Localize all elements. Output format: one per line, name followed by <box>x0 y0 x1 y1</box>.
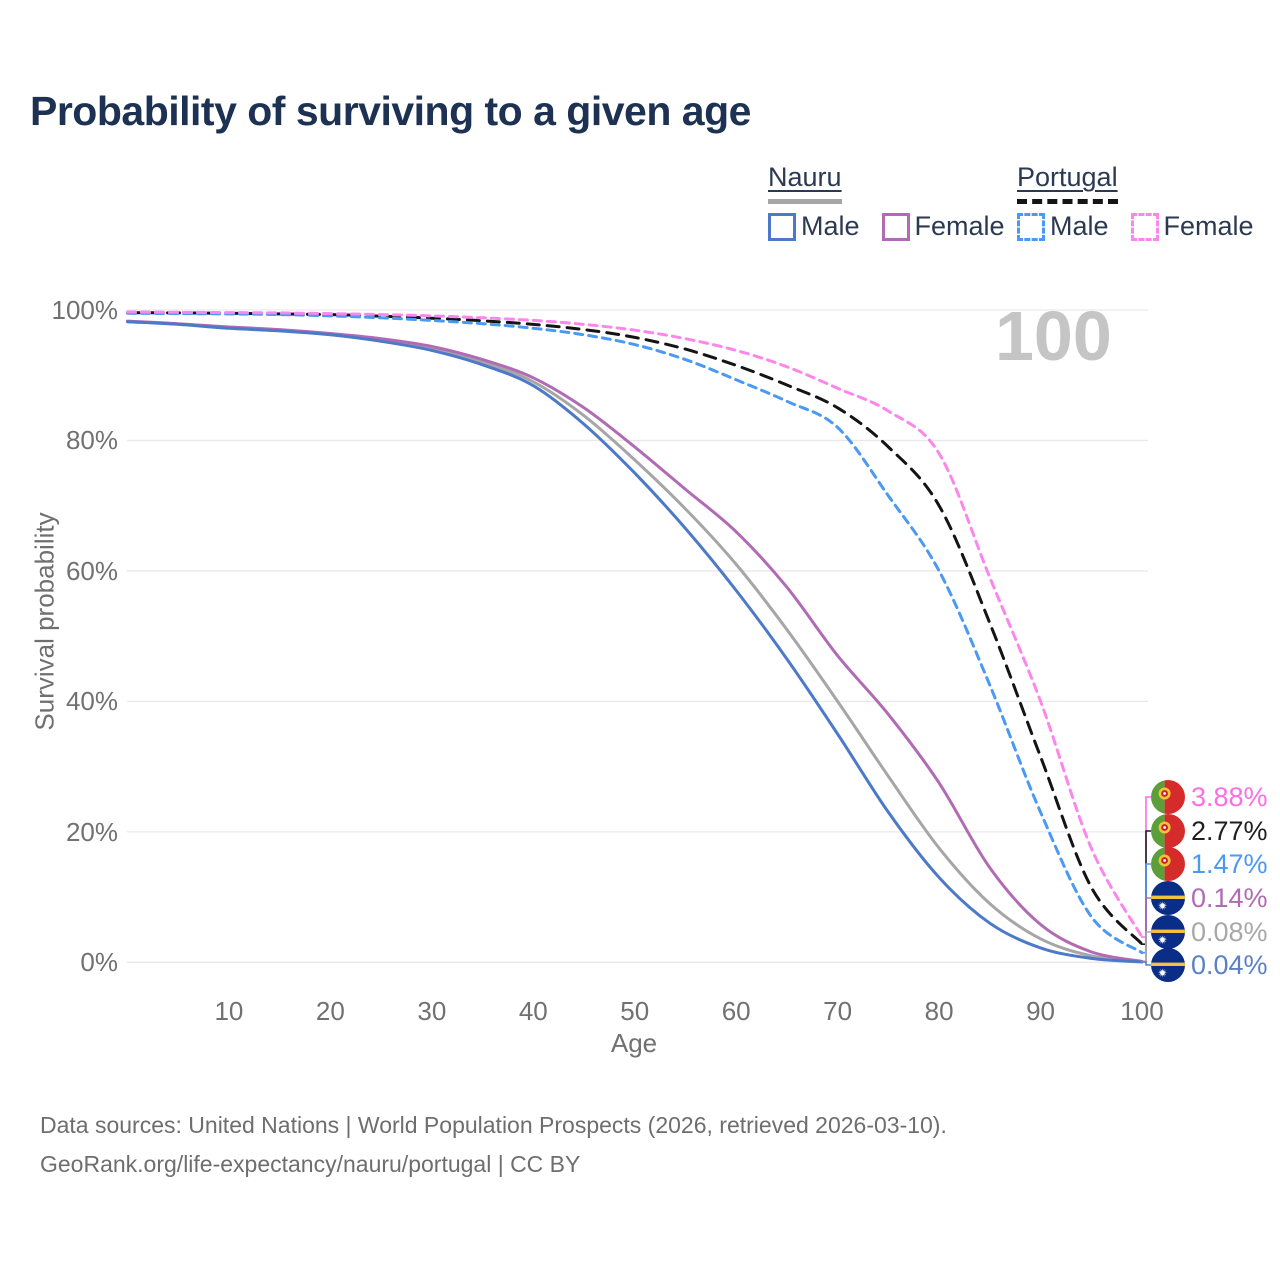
footer-link: GeoRank.org/life-expectancy/nauru/portug… <box>40 1151 581 1177</box>
page-title: Probability of surviving to a given age <box>30 88 751 134</box>
footer-sources: Data sources: United Nations | World Pop… <box>40 1112 947 1138</box>
end-label-value: 3.88% <box>1191 781 1268 812</box>
nauru-flag-icon <box>1151 881 1185 915</box>
age-watermark: 100 <box>995 297 1112 375</box>
portugal-male-swatch-icon <box>1017 212 1045 241</box>
footer: Data sources: United Nations | World Pop… <box>40 1106 947 1184</box>
x-tick-label: 50 <box>620 996 650 1026</box>
end-label-nauru_total[interactable]: 0.08% <box>1151 915 1268 949</box>
nauru-female-swatch-icon <box>881 212 910 241</box>
portugal-flag-icon <box>1151 814 1185 848</box>
legend-item-label: Female <box>1163 211 1254 241</box>
y-tick-label: 0% <box>80 947 118 978</box>
series-line-portugal_male[interactable] <box>126 311 1144 955</box>
legend-group-nauru: Nauru Male Female <box>768 162 1005 242</box>
y-tick-label: 20% <box>65 816 118 847</box>
end-label-value: 0.08% <box>1191 916 1268 947</box>
legend-item-label: Female <box>914 211 1005 241</box>
legend-item-portugal-male[interactable]: Male <box>1017 211 1109 242</box>
portugal-flag-icon <box>1151 847 1185 881</box>
series-line-nauru_male[interactable] <box>126 320 1144 964</box>
end-label-value: 2.77% <box>1191 815 1268 846</box>
end-label-value: 0.14% <box>1191 882 1268 913</box>
legend-item-nauru-female[interactable]: Female <box>881 211 1005 242</box>
x-tick-label: 90 <box>1026 996 1055 1026</box>
legend-item-label: Male <box>801 211 860 241</box>
y-tick-label: 40% <box>65 686 118 717</box>
end-label-portugal_female[interactable]: 3.88% <box>1151 780 1268 814</box>
end-label-portugal_total[interactable]: 2.77% <box>1151 814 1268 848</box>
end-label-value: 1.47% <box>1191 848 1268 879</box>
y-tick-label: 100% <box>51 295 119 325</box>
legend-item-portugal-female[interactable]: Female <box>1130 211 1254 242</box>
legend-country-nauru[interactable]: Nauru <box>768 162 842 204</box>
portugal-female-swatch-icon <box>1130 212 1159 241</box>
end-label-nauru_female[interactable]: 0.14% <box>1151 881 1268 915</box>
legend-country-portugal[interactable]: Portugal <box>1017 162 1118 204</box>
x-tick-label: 100 <box>1120 996 1164 1026</box>
portugal-flag-icon <box>1151 780 1185 814</box>
x-axis-title: Age <box>610 1028 658 1058</box>
x-tick-label: 10 <box>214 996 244 1026</box>
end-label-portugal_male[interactable]: 1.47% <box>1151 847 1268 881</box>
nauru-male-swatch-icon <box>768 212 796 241</box>
x-tick-label: 70 <box>823 996 853 1026</box>
nauru-flag-icon <box>1151 948 1185 982</box>
nauru-flag-icon <box>1151 915 1185 949</box>
x-tick-label: 40 <box>518 996 548 1026</box>
x-tick-label: 20 <box>315 996 345 1026</box>
end-label-value: 0.04% <box>1191 949 1268 980</box>
end-label-nauru_male[interactable]: 0.04% <box>1151 948 1268 982</box>
x-tick-label: 80 <box>924 996 954 1026</box>
series-line-portugal_female[interactable] <box>126 310 1144 939</box>
series-line-portugal_total[interactable] <box>126 311 1144 946</box>
legend-item-nauru-male[interactable]: Male <box>768 211 860 242</box>
y-tick-label: 60% <box>65 555 118 586</box>
x-tick-label: 30 <box>417 996 447 1026</box>
label-connector-nauru_male <box>1141 961 1151 966</box>
y-tick-label: 80% <box>65 425 118 456</box>
series-line-nauru_female[interactable] <box>126 319 1144 963</box>
legend-group-portugal: Portugal Male Female <box>1017 162 1254 242</box>
x-tick-label: 60 <box>721 996 751 1026</box>
legend-item-label: Male <box>1050 211 1109 241</box>
